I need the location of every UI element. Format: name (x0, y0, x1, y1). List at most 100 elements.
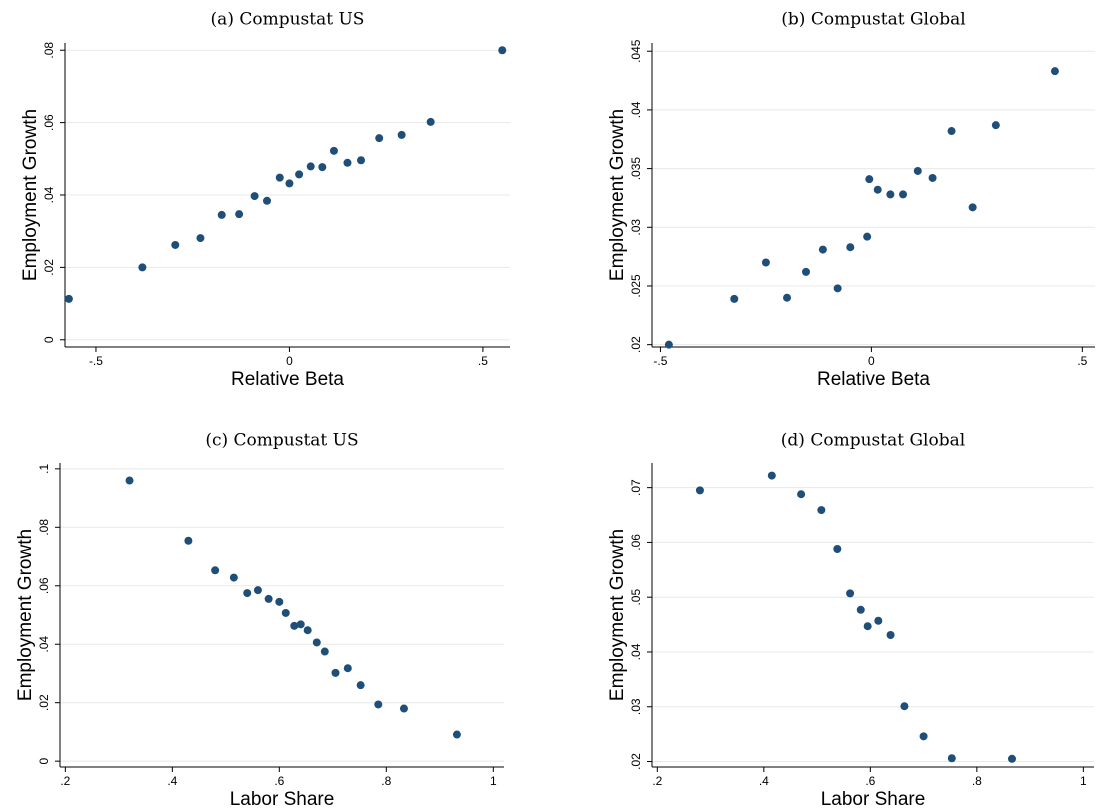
data-point (947, 127, 956, 136)
data-point (196, 234, 205, 243)
data-point (846, 589, 855, 598)
y-tick-label: .02 (42, 259, 56, 276)
chart-panel-3: (c) Compustat US .2 .4 .6 .8 1 0 .02 .04 .06 .08 .1… (15, 431, 504, 810)
data-point (229, 573, 238, 582)
data-point (374, 700, 383, 709)
x-tick-label: -.5 (653, 354, 667, 368)
data-point (664, 340, 673, 349)
data-point (250, 192, 259, 201)
data-point (783, 293, 792, 302)
y-tick-label: .06 (37, 577, 51, 594)
y-axis-label: Employment Growth (15, 529, 36, 701)
x-axis-label: Labor Share (230, 789, 335, 810)
data-point (331, 668, 340, 677)
data-point (343, 158, 352, 167)
x-tick-label: .4 (759, 774, 769, 788)
y-tick-label: .02 (629, 336, 643, 353)
data-point (426, 117, 435, 126)
data-point (329, 146, 338, 155)
x-tick-label: 1 (1080, 774, 1087, 788)
data-point (138, 263, 147, 272)
data-point (217, 210, 226, 219)
data-point (818, 245, 827, 254)
data-point (275, 597, 284, 606)
data-point (262, 196, 271, 205)
data-point (856, 605, 865, 614)
y-tick-label: .08 (37, 519, 51, 536)
x-tick-label: .8 (381, 774, 391, 788)
data-point (275, 173, 284, 182)
x-axis-label: Relative Beta (231, 369, 344, 390)
data-point (873, 185, 882, 194)
x-tick-label: .2 (652, 774, 662, 788)
data-point (306, 162, 315, 171)
y-tick-label: .05 (629, 589, 643, 606)
data-point (833, 544, 842, 553)
y-axis-label: Employment Growth (20, 109, 41, 281)
data-point (865, 175, 874, 184)
data-point (343, 664, 352, 673)
data-point (399, 704, 408, 713)
x-tick-label: .8 (972, 774, 982, 788)
x-tick-label: .5 (478, 354, 488, 368)
data-point (264, 594, 273, 603)
data-point (913, 166, 922, 175)
data-point (356, 681, 365, 690)
data-point (312, 638, 321, 647)
panel-title: (c) Compustat US (205, 431, 358, 451)
y-tick-label: .1 (37, 464, 51, 474)
x-tick-label: .5 (1077, 354, 1087, 368)
data-point (397, 130, 406, 139)
data-point (991, 121, 1000, 130)
y-tick-label: .02 (37, 694, 51, 711)
data-point (1050, 67, 1059, 76)
panel-title: (a) Compustat US (211, 10, 365, 30)
y-tick-label: .04 (37, 636, 51, 653)
data-point (767, 471, 776, 480)
data-point (303, 626, 312, 635)
y-tick-label: .045 (629, 39, 643, 63)
data-point (285, 179, 294, 188)
y-tick-label: .025 (629, 274, 643, 298)
x-axis-label: Relative Beta (817, 369, 930, 390)
data-point (64, 294, 73, 303)
y-tick-label: .03 (629, 219, 643, 236)
x-tick-label: .2 (60, 774, 70, 788)
y-axis-label: Employment Growth (607, 529, 628, 701)
data-point (498, 46, 507, 55)
y-tick-label: .02 (629, 753, 643, 770)
data-point (968, 203, 977, 212)
data-point (874, 616, 883, 625)
y-tick-label: .08 (42, 42, 56, 59)
y-tick-label: 0 (42, 336, 56, 343)
y-tick-label: .06 (42, 114, 56, 131)
data-point (1007, 754, 1016, 763)
y-tick-label: .07 (629, 479, 643, 496)
x-tick-label: 0 (286, 354, 293, 368)
data-point (290, 621, 299, 630)
data-point (833, 284, 842, 293)
data-point (184, 536, 193, 545)
data-point (919, 732, 928, 741)
x-tick-label: 0 (868, 354, 875, 368)
x-tick-label: .6 (865, 774, 875, 788)
data-point (801, 267, 810, 276)
data-point (211, 566, 220, 575)
x-tick-label: -.5 (89, 354, 103, 368)
data-point (886, 190, 895, 199)
data-point (863, 622, 872, 631)
data-point (817, 506, 826, 515)
y-tick-label: .04 (42, 186, 56, 203)
y-axis-label: Employment Growth (607, 109, 628, 281)
data-point (125, 476, 134, 485)
data-point (761, 258, 770, 267)
data-point (281, 608, 290, 617)
chart-panel-4: (d) Compustat Global .2 .4 .6 .8 1 .02 .03 .04 .0… (607, 431, 1094, 810)
data-point (235, 210, 244, 219)
data-point (695, 486, 704, 495)
panel-title: (d) Compustat Global (781, 431, 965, 451)
data-point (846, 243, 855, 252)
data-point (947, 754, 956, 763)
data-point (171, 240, 180, 249)
